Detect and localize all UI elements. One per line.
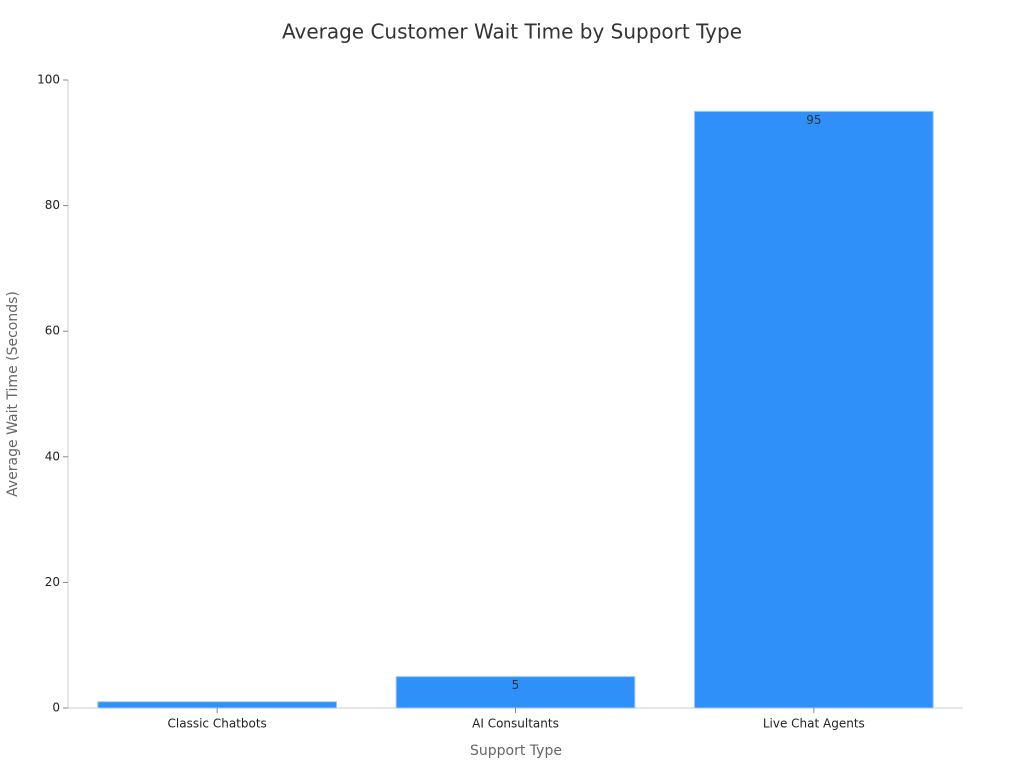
bar <box>694 110 934 709</box>
y-tick-label: 0 <box>52 701 60 715</box>
y-tick-label: 60 <box>45 324 60 338</box>
data-label: 5 <box>512 678 520 692</box>
bar <box>97 701 338 709</box>
x-tick-label: Live Chat Agents <box>763 717 865 731</box>
y-tick-label: 20 <box>45 575 60 589</box>
x-tick-label: Classic Chatbots <box>168 717 267 731</box>
chart-title: Average Customer Wait Time by Support Ty… <box>282 20 742 44</box>
x-tick-label: AI Consultants <box>472 717 559 731</box>
y-tick-label: 100 <box>37 73 60 87</box>
data-label: 95 <box>806 113 821 127</box>
bar <box>395 676 636 709</box>
y-axis-label: Average Wait Time (Seconds) <box>5 291 21 497</box>
x-axis-label: Support Type <box>470 743 562 759</box>
y-tick-label: 80 <box>45 198 60 212</box>
y-tick-label: 40 <box>45 449 60 463</box>
